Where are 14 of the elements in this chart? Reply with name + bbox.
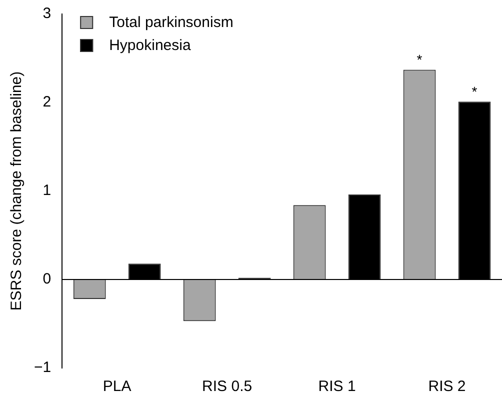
legend-label: Total parkinsonism xyxy=(109,14,234,32)
annotation: * xyxy=(416,52,423,68)
y-tick-label: 2 xyxy=(42,94,52,111)
x-tick-label: RIS 1 xyxy=(318,378,356,396)
x-tick-label: RIS 0.5 xyxy=(202,378,252,396)
annotation: * xyxy=(472,83,478,100)
y-axis-title: ESRS score (change from baseline) xyxy=(8,71,26,311)
y-tick-label: −1 xyxy=(34,359,52,376)
legend-label: Hypokinesia xyxy=(109,37,192,54)
y-tick-label: 1 xyxy=(42,182,52,200)
y-tick-label: 3 xyxy=(42,5,52,22)
x-tick-label: PLA xyxy=(102,378,132,396)
y-tick-label: 0 xyxy=(42,270,52,288)
x-tick-label: RIS 2 xyxy=(428,378,466,396)
